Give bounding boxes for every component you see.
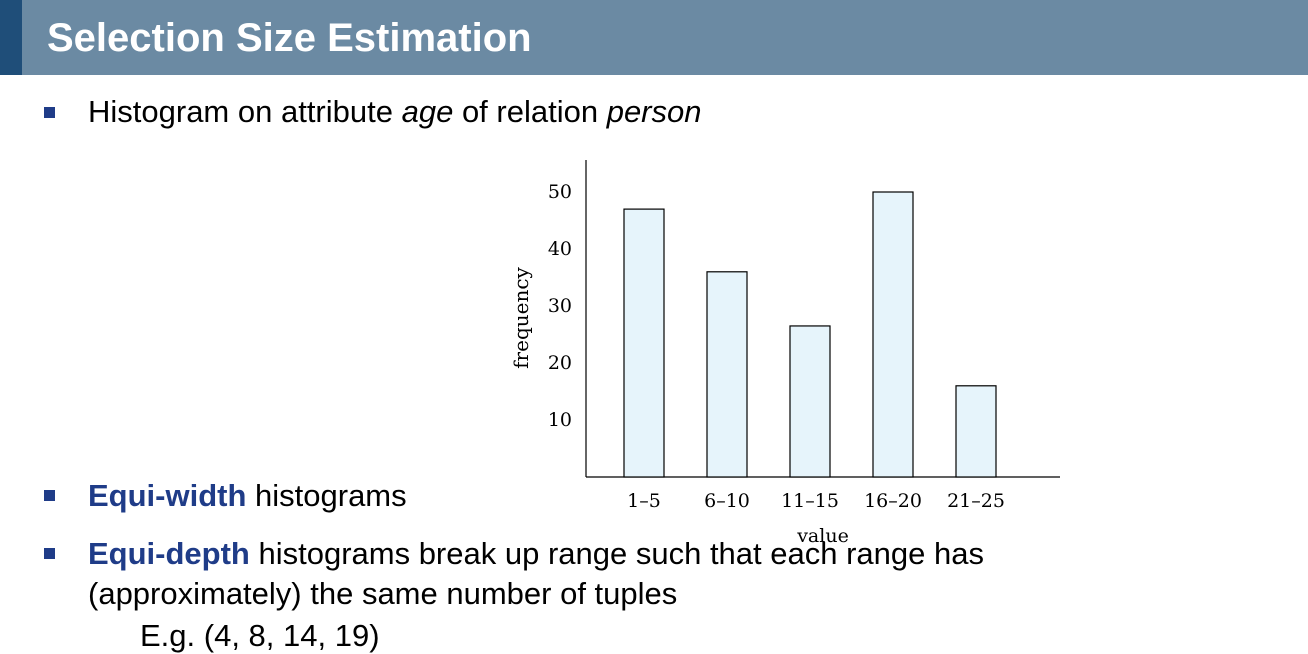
bullet-equi-width: Equi-width histograms <box>88 478 407 513</box>
y-tick-label: 40 <box>548 238 572 260</box>
histogram-bar <box>623 208 665 478</box>
bullet-icon <box>44 490 55 501</box>
histogram-bar <box>955 385 997 478</box>
x-tick-label: 11–15 <box>781 490 839 512</box>
y-tick-label: 30 <box>548 295 572 317</box>
x-axis-label: value <box>796 525 849 547</box>
bullet-equi-depth-line2: (approximately) the same number of tuple… <box>88 576 678 611</box>
header-accent-bar <box>0 0 22 75</box>
histogram-chart: 10 20 30 40 50 1–5 6–10 11–15 16–20 21–25 value fre… <box>509 160 1060 547</box>
histogram-bar <box>872 191 914 478</box>
y-tick-label: 50 <box>548 181 572 203</box>
histogram-bar <box>789 325 831 478</box>
bullet-icon <box>44 548 55 559</box>
bullet-histogram-on-age: Histogram on attribute age of relation p… <box>88 94 702 129</box>
term-equi-depth: Equi-depth <box>88 536 250 571</box>
y-axis-label: frequency <box>509 266 533 368</box>
x-tick-label: 6–10 <box>704 490 750 512</box>
slide-header: Selection Size Estimation <box>0 0 1308 75</box>
bullet-equi-depth: Equi-depth histograms break up range suc… <box>88 536 984 571</box>
x-tick-label: 16–20 <box>864 490 922 512</box>
y-tick-label: 10 <box>548 409 572 431</box>
bullet-icon <box>44 107 55 118</box>
example-line: E.g. (4, 8, 14, 19) <box>140 618 380 653</box>
term-equi-width: Equi-width <box>88 478 247 513</box>
x-tick-label: 1–5 <box>627 490 661 512</box>
histogram-bar <box>706 271 748 478</box>
slide-title: Selection Size Estimation <box>47 16 532 60</box>
y-tick-label: 20 <box>548 352 572 374</box>
x-tick-label: 21–25 <box>947 490 1005 512</box>
